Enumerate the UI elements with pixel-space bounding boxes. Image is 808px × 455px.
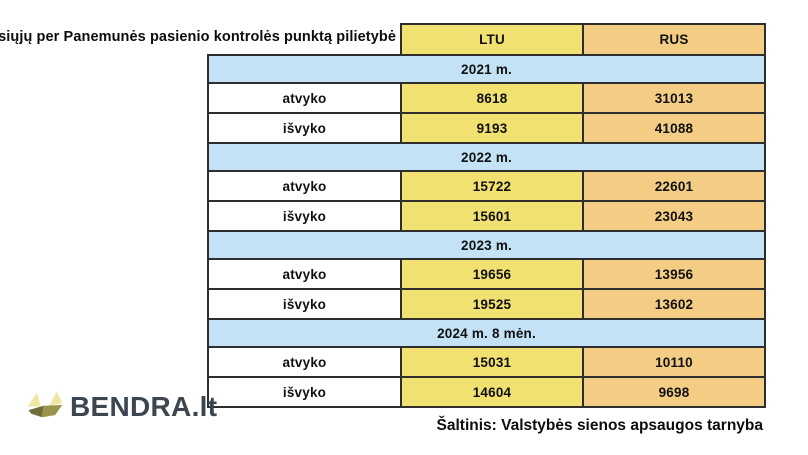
- ltu-value: 19525: [400, 288, 584, 320]
- row-label: išvyko: [207, 288, 402, 320]
- ltu-value: 9193: [400, 112, 584, 144]
- border-crossings-table: LTU RUS 2021 m. atvyko 8618 31013 išvyko…: [207, 23, 766, 408]
- table-row: atvyko 8618 31013: [207, 82, 766, 114]
- ltu-value: 8618: [400, 82, 584, 114]
- rus-value: 13602: [582, 288, 766, 320]
- row-label: atvyko: [207, 258, 402, 290]
- ltu-value: 15722: [400, 170, 584, 202]
- table-row: atvyko 19656 13956: [207, 258, 766, 290]
- row-label: išvyko: [207, 376, 402, 408]
- row-label: išvyko: [207, 112, 402, 144]
- table-row: atvyko 15031 10110: [207, 346, 766, 378]
- bendra-logo-text: BENDRA.lt: [70, 390, 218, 422]
- rus-value: 10110: [582, 346, 766, 378]
- rus-value: 31013: [582, 82, 766, 114]
- rus-value: 13956: [582, 258, 766, 290]
- table-row: išvyko 15601 23043: [207, 200, 766, 232]
- period-band-2023: 2023 m.: [207, 230, 766, 260]
- rus-value: 22601: [582, 170, 766, 202]
- column-header-ltu: LTU: [400, 23, 584, 56]
- period-band-2021: 2021 m.: [207, 54, 766, 84]
- source-note: Šaltinis: Valstybės sienos apsaugos tarn…: [436, 417, 763, 434]
- row-label: atvyko: [207, 170, 402, 202]
- rus-value: 41088: [582, 112, 766, 144]
- period-band-2022: 2022 m.: [207, 142, 766, 172]
- ltu-value: 14604: [400, 376, 584, 408]
- ltu-value: 15601: [400, 200, 584, 232]
- row-label: išvyko: [207, 200, 402, 232]
- header-row: LTU RUS: [208, 23, 766, 56]
- period-band-row: 2022 m.: [207, 142, 766, 172]
- table-row: atvyko 15722 22601: [207, 170, 766, 202]
- rus-value: 9698: [582, 376, 766, 408]
- period-band-2024: 2024 m. 8 mėn.: [207, 318, 766, 348]
- bendra-logo: BENDRA.lt: [27, 390, 217, 423]
- period-band-row: 2024 m. 8 mėn.: [207, 318, 766, 348]
- page-title: Vykusiųjų per Panemunės pasienio kontrol…: [0, 29, 396, 45]
- period-band-row: 2021 m.: [207, 54, 766, 84]
- row-label: atvyko: [207, 346, 402, 378]
- table-row: išvyko 14604 9698: [207, 376, 766, 408]
- row-label: atvyko: [207, 82, 402, 114]
- table-row: išvyko 9193 41088: [207, 112, 766, 144]
- bendra-logo-icon: [27, 391, 63, 418]
- table-row: išvyko 19525 13602: [207, 288, 766, 320]
- ltu-value: 19656: [400, 258, 584, 290]
- ltu-value: 15031: [400, 346, 584, 378]
- header-spacer-cell: [208, 24, 401, 55]
- period-band-row: 2023 m.: [207, 230, 766, 260]
- rus-value: 23043: [582, 200, 766, 232]
- column-header-rus: RUS: [582, 23, 766, 56]
